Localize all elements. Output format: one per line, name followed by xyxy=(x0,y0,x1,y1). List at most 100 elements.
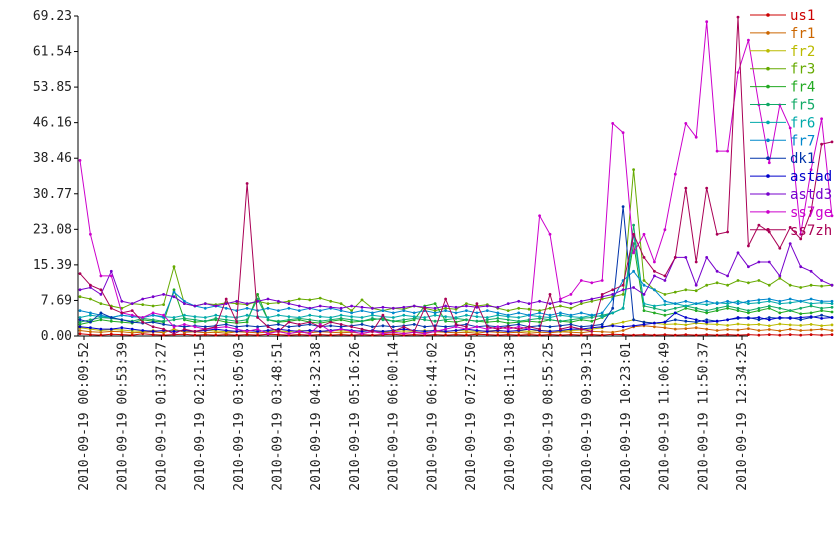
data-point-fr7 xyxy=(830,299,834,303)
data-point-ss7ge xyxy=(89,232,92,236)
data-point-us1 xyxy=(78,332,82,336)
data-point-fr5 xyxy=(381,318,385,322)
y-tick-label: 38.46 xyxy=(33,151,72,166)
data-point-ss7ge xyxy=(705,20,709,24)
data-point-astd3 xyxy=(694,283,698,287)
data-point-astad xyxy=(600,325,604,329)
legend-marker-dk1 xyxy=(766,156,770,160)
data-point-ss7zh xyxy=(224,297,228,301)
data-point-fr5 xyxy=(308,318,312,322)
data-point-ss7ge xyxy=(235,327,239,331)
data-point-astd3 xyxy=(548,302,552,305)
data-point-astad xyxy=(548,330,552,333)
data-point-astad xyxy=(506,330,510,333)
legend-marker-fr3 xyxy=(766,66,770,71)
data-point-fr4 xyxy=(809,311,813,315)
data-point-ss7ge xyxy=(600,279,604,282)
data-point-fr6 xyxy=(809,302,813,305)
data-point-astad xyxy=(423,330,427,333)
x-tick-label: 2010-09-19 03:48:51 xyxy=(271,342,286,491)
data-point-ss7zh xyxy=(130,309,134,312)
data-point-fr7 xyxy=(663,299,667,303)
data-point-dk1 xyxy=(642,320,646,324)
data-point-dk1 xyxy=(339,325,343,329)
x-tick-label: 2010-09-19 00:09:52 xyxy=(77,342,92,491)
data-point-ss7zh xyxy=(642,256,646,259)
data-point-fr6 xyxy=(308,313,312,317)
data-point-us1 xyxy=(245,333,249,336)
data-point-fr5 xyxy=(736,306,740,310)
data-point-ss7zh xyxy=(162,327,166,331)
data-point-ss7zh xyxy=(715,232,719,236)
data-point-fr3 xyxy=(360,298,364,302)
legend-label-astad: astad xyxy=(790,169,832,185)
data-point-ss7ge xyxy=(350,330,353,333)
data-point-fr6 xyxy=(579,316,583,319)
data-point-ss7ge xyxy=(256,327,259,331)
data-point-fr5 xyxy=(496,317,500,320)
data-point-fr7 xyxy=(653,288,656,292)
data-point-us1 xyxy=(600,333,604,337)
data-point-dk1 xyxy=(78,318,82,322)
data-point-fr3 xyxy=(809,283,813,287)
data-point-fr7 xyxy=(767,297,771,301)
data-point-dk1 xyxy=(235,325,239,329)
data-point-fr6 xyxy=(465,313,468,317)
legend-marker-fr1 xyxy=(766,31,770,35)
data-point-fr5 xyxy=(329,318,333,322)
data-point-astd3 xyxy=(715,269,719,273)
data-point-astd3 xyxy=(653,274,656,278)
data-point-fr6 xyxy=(245,313,249,317)
data-point-fr6 xyxy=(78,316,82,319)
data-point-dk1 xyxy=(151,320,155,324)
data-point-ss7ge xyxy=(485,327,489,331)
data-point-fr1 xyxy=(778,329,782,333)
data-point-ss7zh xyxy=(360,327,364,331)
data-point-fr2 xyxy=(757,323,761,326)
data-point-fr6 xyxy=(433,313,437,317)
data-point-fr3 xyxy=(736,279,740,282)
data-point-ss7zh xyxy=(663,274,667,278)
data-point-dk1 xyxy=(820,313,823,317)
data-point-astd3 xyxy=(130,302,134,305)
data-point-fr3 xyxy=(726,283,729,287)
data-point-fr4 xyxy=(506,321,510,325)
data-point-fr3 xyxy=(318,296,322,300)
data-point-fr3 xyxy=(433,309,437,312)
x-tick-label: 2010-09-19 09:39:13 xyxy=(580,342,595,491)
data-point-fr1 xyxy=(454,331,458,335)
data-point-fr6 xyxy=(538,315,541,318)
data-point-fr7 xyxy=(694,302,698,305)
data-point-fr7 xyxy=(799,299,803,303)
data-point-astd3 xyxy=(99,293,103,296)
data-point-fr3 xyxy=(465,302,468,305)
data-point-astd3 xyxy=(632,286,635,289)
data-point-fr1 xyxy=(89,330,92,334)
data-point-astd3 xyxy=(465,304,468,308)
data-point-astd3 xyxy=(297,304,301,308)
data-point-fr4 xyxy=(193,320,197,324)
data-point-us1 xyxy=(297,333,301,336)
y-tick-label: 23.08 xyxy=(33,222,72,237)
x-axis-ticks: 2010-09-19 00:09:52 2010-09-19 00:53:39 20… xyxy=(77,336,750,491)
legend-marker-fr4 xyxy=(766,84,770,89)
data-point-astd3 xyxy=(162,293,166,296)
data-point-dk1 xyxy=(799,318,803,322)
data-point-ss7zh xyxy=(653,269,656,273)
data-point-fr7 xyxy=(747,299,750,303)
data-point-dk1 xyxy=(611,306,615,310)
data-point-us1 xyxy=(569,333,573,336)
data-point-us1 xyxy=(830,333,834,336)
data-point-ss7zh xyxy=(423,306,427,310)
data-point-ss7zh xyxy=(402,325,406,329)
data-point-dk1 xyxy=(162,323,166,326)
data-point-us1 xyxy=(496,333,500,337)
chart-axes xyxy=(77,16,748,337)
data-point-ss7ge xyxy=(642,232,646,236)
data-point-fr4 xyxy=(757,309,761,312)
data-point-astd3 xyxy=(172,295,176,299)
data-point-astd3 xyxy=(433,306,437,310)
data-point-ss7zh xyxy=(527,325,531,329)
data-point-ss7ge xyxy=(224,325,228,329)
